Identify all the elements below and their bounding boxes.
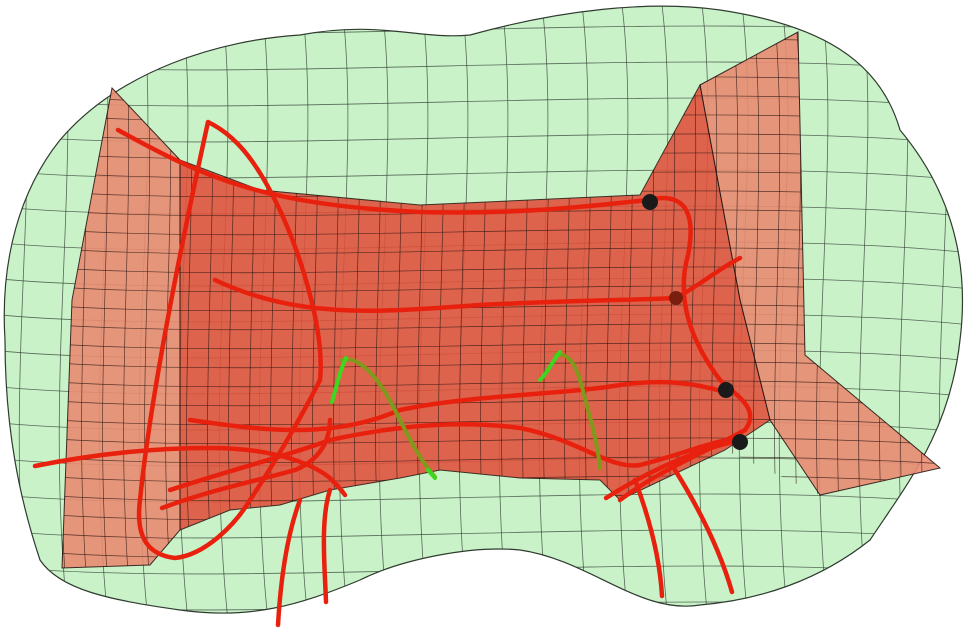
green-curve-tick (426, 468, 437, 480)
marker-4[interactable] (732, 434, 748, 450)
green-curve-left (330, 356, 348, 404)
red-curve-leg-1 (275, 497, 303, 628)
red-curve-leg-2 (321, 487, 333, 605)
olive-curve-right (553, 352, 602, 470)
markers (642, 194, 748, 450)
marker-3[interactable] (718, 382, 734, 398)
red-curve-right-bottom (603, 437, 745, 501)
marker-2[interactable] (669, 291, 683, 305)
red-curve-upper-mid (212, 255, 743, 313)
red-curves (32, 119, 753, 628)
outer-mesh-line (818, 6, 831, 614)
red-curve-right-leg-1 (632, 477, 665, 599)
red-curve-top (115, 127, 651, 215)
red-curve-right-loop (617, 195, 753, 503)
marker-1[interactable] (642, 194, 658, 210)
inner-mesh-line (62, 418, 940, 428)
outer-mesh-line (0, 0, 966, 2)
red-curve-left-bottom-1 (32, 445, 348, 498)
inner-mesh-line (62, 437, 940, 447)
inner-mesh-line (62, 456, 940, 466)
green-curve-right (538, 350, 562, 382)
olive-curve-left (340, 357, 437, 479)
green-curves (330, 350, 602, 480)
red-curve-middle (187, 379, 728, 433)
red-curve-right-leg-2 (672, 467, 735, 595)
inner-mesh-line (62, 399, 940, 409)
red-curve-left-bottom-2 (159, 417, 333, 511)
inner-mesh-line (62, 380, 940, 390)
red-curve-loop-left (136, 119, 323, 561)
